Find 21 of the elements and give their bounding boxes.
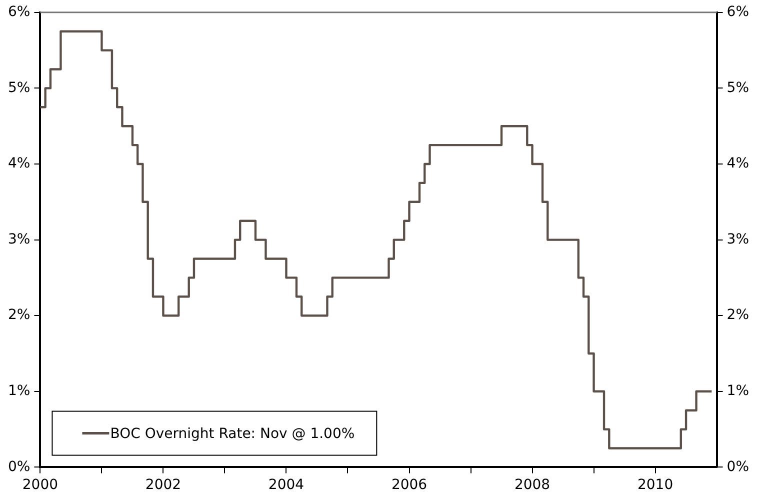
y-tick-label: 0% — [8, 458, 30, 475]
y-tick-label: 5% — [8, 80, 30, 96]
legend-label: BOC Overnight Rate: Nov @ 1.00% — [110, 426, 355, 442]
y2-tick-label: 2% — [726, 307, 750, 324]
x-tick-label: 2004 — [268, 477, 304, 494]
x-tick-label: 2002 — [145, 477, 182, 494]
x-tick-label: 2008 — [514, 477, 550, 494]
y-tick-label: 3% — [8, 231, 30, 248]
y2-tick-label: 5% — [726, 80, 750, 96]
y2-tick-label: 4% — [726, 156, 750, 172]
y-tick-label: 4% — [8, 156, 30, 172]
y-tick-label: 6% — [8, 4, 30, 20]
y2-tick-label: 1% — [726, 383, 750, 400]
y-tick-label: 2% — [8, 307, 30, 324]
y-tick-label: 1% — [8, 383, 30, 400]
y2-tick-label: 3% — [726, 231, 750, 248]
x-tick-label: 2006 — [391, 477, 428, 494]
x-tick-label: 2010 — [637, 477, 674, 494]
y2-tick-label: 6% — [726, 4, 750, 20]
x-tick-label: 2000 — [22, 477, 58, 494]
y2-tick-label: 0% — [726, 458, 750, 475]
